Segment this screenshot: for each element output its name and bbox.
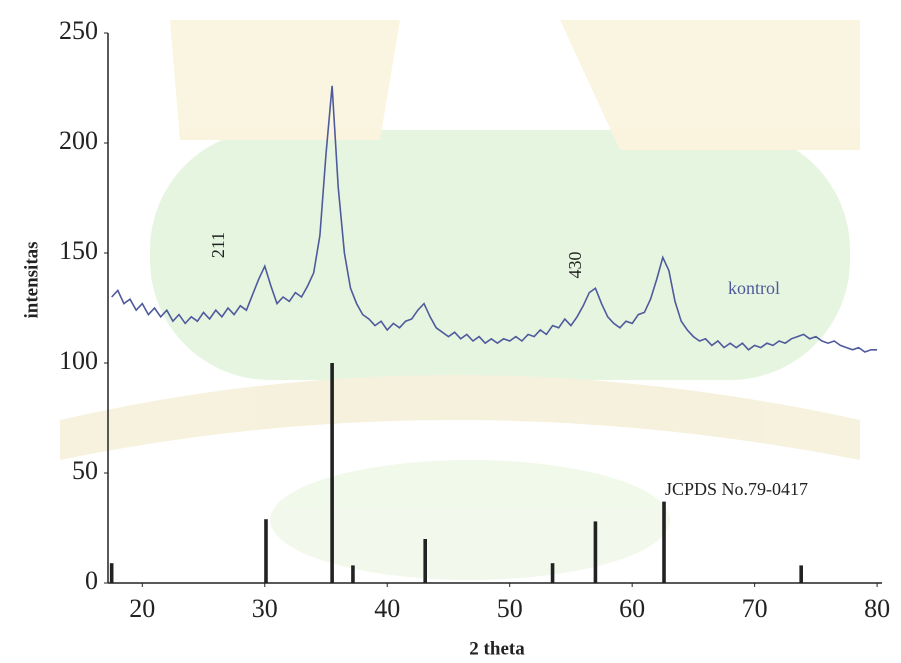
- reference-peak: [109, 563, 114, 583]
- y-axis-label: intensitas: [21, 241, 42, 318]
- reference-peak: [662, 501, 666, 583]
- y-tick-label: 50: [72, 456, 98, 485]
- reference-peak: [423, 539, 427, 583]
- series-label: kontrol: [728, 278, 780, 298]
- x-tick-label: 70: [742, 594, 768, 623]
- x-tick-label: 50: [497, 594, 523, 623]
- x-tick-label: 30: [252, 594, 278, 623]
- xrd-line: [111, 85, 878, 353]
- peak-annotation: 430: [565, 252, 585, 279]
- y-tick-label: 200: [59, 126, 98, 155]
- x-tick-label: 60: [619, 594, 645, 623]
- reference-label: JCPDS No.79-0417: [665, 479, 808, 499]
- x-tick-label: 20: [129, 594, 155, 623]
- reference-peak: [799, 565, 803, 583]
- reference-peak: [264, 519, 268, 583]
- peak-annotation: 211: [208, 232, 228, 258]
- watermark: [60, 20, 860, 580]
- x-tick-label: 40: [374, 594, 400, 623]
- reference-peak: [351, 565, 355, 583]
- reference-peak: [593, 521, 598, 583]
- y-tick-label: 100: [59, 346, 98, 375]
- y-tick-label: 150: [59, 236, 98, 265]
- x-axis-label: 2 theta: [469, 638, 525, 659]
- reference-peak: [330, 363, 334, 583]
- y-tick-label: 0: [85, 566, 98, 595]
- x-tick-label: 80: [864, 594, 890, 623]
- reference-peak: [550, 563, 555, 583]
- y-tick-label: 250: [59, 16, 98, 45]
